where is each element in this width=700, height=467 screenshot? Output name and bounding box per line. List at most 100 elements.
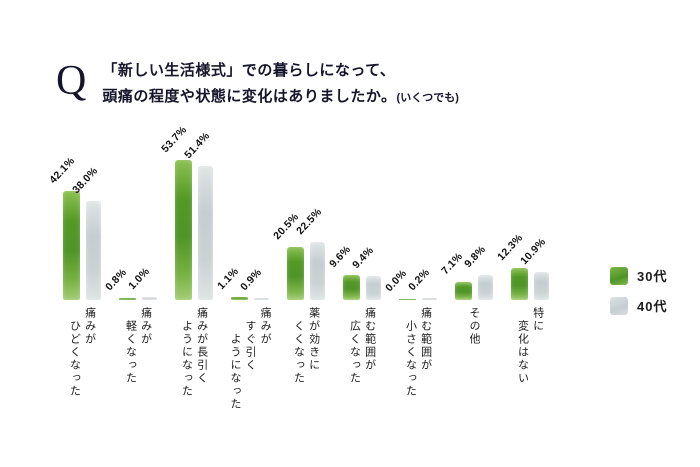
category-label: 特に 変化はない	[502, 307, 558, 457]
bar-pair: 53.7% 51.4%	[159, 124, 213, 300]
bar-group: 0.8% 1.0% 痛みが 軽くなった	[103, 126, 166, 457]
bar-slot: 20.5%	[271, 211, 304, 300]
bar-slot: 51.4%	[182, 130, 213, 300]
bar-value-label: 9.4%	[350, 243, 377, 271]
bar-value-label: 0.9%	[238, 266, 265, 293]
bar-40代	[198, 166, 213, 300]
category-label-line: ようになった	[180, 320, 193, 398]
bar-slot: 1.1%	[215, 266, 248, 300]
bar-group: 0.0% 0.2% 痛む範囲が 小さくなった	[383, 126, 446, 457]
category-label-line: 痛みが	[83, 307, 96, 346]
bar-pair: 1.1% 0.9%	[215, 126, 269, 300]
bar-slot: 12.3%	[495, 232, 528, 300]
category-label: 痛む範囲が 広くなった	[334, 307, 390, 457]
bar-group: 53.7% 51.4% 痛みが長引く ようになった	[159, 124, 222, 457]
bar-slot: 0.0%	[383, 267, 416, 300]
bar-value-label: 0.2%	[406, 266, 433, 293]
category-label-line: すぐ引く	[244, 320, 257, 372]
question-title-line2-text: 頭痛の程度や状態に変化はありましたか。	[102, 88, 397, 106]
bar-groups: 42.1% 38.0% 痛みが ひどくなった 0.8% 1.0% 痛みが 軽くなった 53.7%…	[47, 124, 558, 457]
question-title: 「新しい生活様式」での暮らしになって、 頭痛の程度や状態に変化はありましたか。(…	[102, 58, 459, 111]
bar-slot: 53.7%	[159, 124, 192, 300]
bar-group: 12.3% 10.9% 特に 変化はない	[495, 126, 558, 457]
bar-slot: 1.0%	[126, 266, 157, 300]
bar-slot: 0.2%	[406, 266, 437, 300]
bar-30代	[511, 268, 528, 300]
bar-40代	[86, 201, 101, 300]
bar-slot: 22.5%	[294, 205, 325, 300]
bar-40代	[254, 297, 269, 300]
bar-group: 20.5% 22.5% 薬が効きに くくなった	[271, 126, 334, 457]
bar-group: 42.1% 38.0% 痛みが ひどくなった	[47, 126, 110, 457]
bar-slot: 38.0%	[70, 165, 101, 300]
bar-slot: 7.1%	[439, 250, 472, 300]
bar-pair: 20.5% 22.5%	[271, 126, 325, 300]
category-label-line: 痛む範囲が	[419, 307, 432, 372]
category-label: 痛みが 軽くなった	[110, 307, 166, 457]
category-label-line: ひどくなった	[68, 320, 81, 398]
bar-group: 9.6% 9.4% 痛む範囲が 広くなった	[327, 126, 390, 457]
bar-30代	[119, 297, 136, 300]
category-label-line: 軽くなった	[124, 320, 137, 385]
bar-pair: 7.1% 9.8%	[439, 126, 493, 300]
bar-40代	[366, 275, 381, 300]
bar-value-label: 38.0%	[70, 165, 101, 197]
bar-slot: 9.4%	[350, 244, 381, 300]
question-header: Q 「新しい生活様式」での暮らしになって、 頭痛の程度や状態に変化はありましたか…	[56, 58, 459, 111]
bar-chart: 42.1% 38.0% 痛みが ひどくなった 0.8% 1.0% 痛みが 軽くなった 53.7%…	[47, 124, 558, 457]
category-label-line: くくなった	[292, 320, 305, 385]
category-label-line: 変化はない	[516, 320, 529, 385]
bar-40代	[478, 274, 493, 300]
bar-pair: 9.6% 9.4%	[327, 126, 381, 300]
legend-label: 30代	[637, 269, 668, 284]
category-label-line: 痛みが	[139, 307, 152, 346]
question-title-line2: 頭痛の程度や状態に変化はありましたか。(いくつでも)	[102, 84, 459, 110]
bar-30代	[287, 246, 304, 300]
category-label-line: その他	[468, 307, 481, 346]
bar-slot: 42.1%	[47, 154, 80, 300]
legend-swatch-icon	[610, 266, 628, 285]
question-title-suffix: (いくつでも)	[396, 92, 459, 105]
bar-slot: 0.8%	[103, 266, 136, 300]
bar-pair: 12.3% 10.9%	[495, 126, 549, 300]
category-label: 薬が効きに くくなった	[278, 307, 334, 457]
bar-group: 1.1% 0.9% 痛みが すぐ引く ようになった	[215, 126, 278, 457]
bar-pair: 42.1% 38.0%	[47, 126, 101, 300]
legend: 30代 40代	[610, 266, 667, 315]
q-mark: Q	[56, 58, 87, 104]
category-label: その他	[446, 307, 502, 457]
category-label-line: ようになった	[228, 333, 241, 411]
bar-40代	[142, 297, 157, 300]
bar-group: 7.1% 9.8% その他	[439, 126, 502, 457]
bar-30代	[63, 190, 80, 300]
bar-30代	[175, 160, 192, 300]
category-label-line: 痛む範囲が	[363, 307, 376, 372]
category-label-line: 薬が効きに	[307, 307, 320, 372]
category-label-line: 広くなった	[348, 320, 361, 385]
legend-item: 40代	[610, 296, 667, 315]
legend-item: 30代	[610, 266, 667, 285]
bar-pair: 0.0% 0.2%	[383, 126, 437, 300]
bar-slot: 10.9%	[518, 236, 549, 300]
bar-pair: 0.8% 1.0%	[103, 126, 157, 300]
bar-slot: 0.9%	[238, 266, 269, 300]
bar-30代	[455, 281, 472, 300]
bar-slot: 9.8%	[462, 243, 493, 300]
bar-value-label: 42.1%	[47, 154, 78, 186]
bar-30代	[231, 297, 248, 300]
bar-40代	[310, 241, 325, 300]
bar-value-label: 51.4%	[182, 130, 213, 162]
bar-value-label: 1.0%	[126, 265, 153, 293]
category-label-line: 痛みが長引く	[195, 307, 208, 385]
category-label: 痛む範囲が 小さくなった	[390, 307, 446, 457]
category-label: 痛みが すぐ引く ようになった	[222, 307, 278, 457]
legend-label: 40代	[637, 299, 668, 314]
question-title-line1: 「新しい生活様式」での暮らしになって、	[102, 62, 396, 79]
bar-40代	[534, 271, 549, 300]
category-label: 痛みが長引く ようになった	[166, 307, 222, 457]
category-label-line: 特に	[531, 307, 544, 333]
bar-40代	[422, 298, 437, 300]
bar-value-label: 9.8%	[462, 242, 489, 270]
legend-swatch-icon	[610, 296, 628, 315]
category-label-line: 小さくなった	[404, 320, 417, 398]
